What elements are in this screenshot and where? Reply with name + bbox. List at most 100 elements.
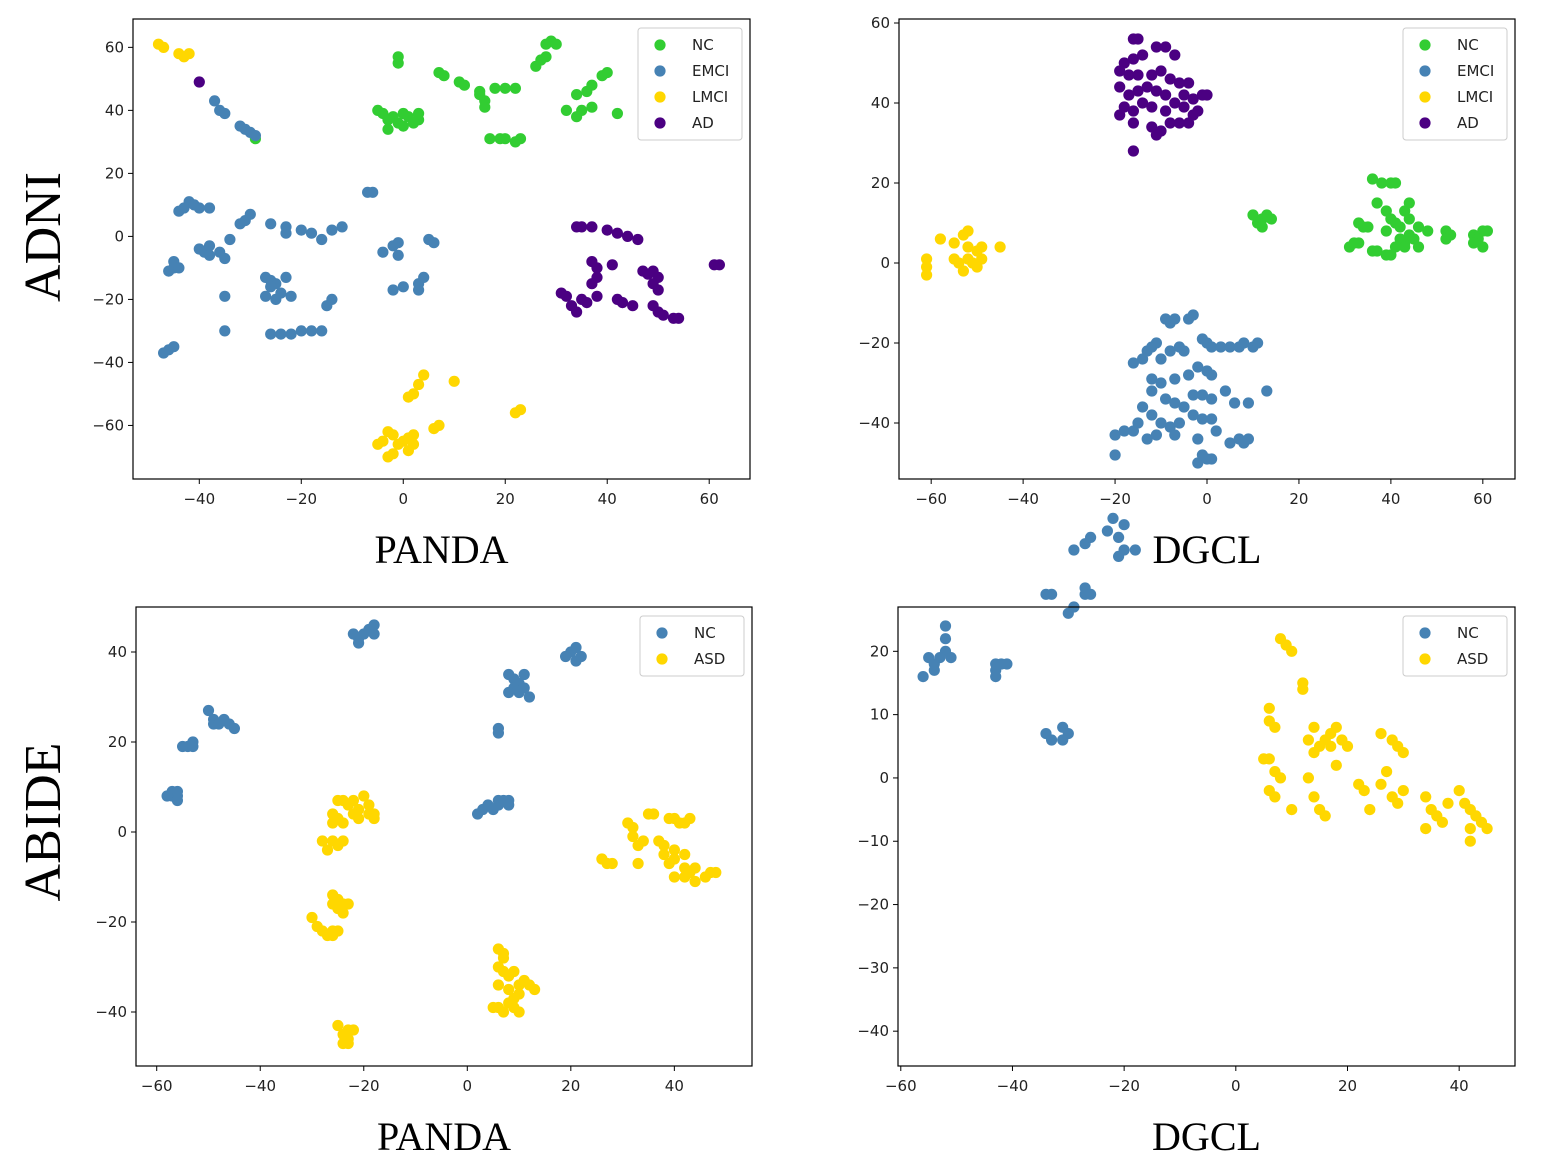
point-nc xyxy=(484,133,496,145)
legend-label-nc: NC xyxy=(1457,624,1479,642)
point-ad xyxy=(193,76,205,88)
point-nc xyxy=(514,133,527,145)
point-emci xyxy=(219,290,231,302)
point-ad xyxy=(1127,145,1139,157)
method-label: PANDA xyxy=(377,1114,511,1159)
point-emci xyxy=(326,224,338,236)
y-tick-label: −20 xyxy=(857,896,889,914)
y-tick-label: 0 xyxy=(117,823,127,841)
point-ad xyxy=(652,284,664,296)
point-emci xyxy=(392,237,404,249)
point-asd xyxy=(347,794,359,807)
x-tick-label: 0 xyxy=(463,1077,473,1095)
point-asd xyxy=(513,1006,525,1018)
point-nc xyxy=(560,104,573,116)
y-tick-label: 20 xyxy=(870,642,889,660)
point-ad xyxy=(1132,33,1144,45)
legend-marker-nc xyxy=(656,627,668,639)
point-ad xyxy=(632,233,644,246)
point-asd xyxy=(316,835,328,847)
point-emci xyxy=(285,328,297,340)
point-ad xyxy=(586,278,598,290)
point-asd xyxy=(1453,785,1465,797)
point-emci xyxy=(1206,369,1218,381)
point-emci xyxy=(1155,377,1167,389)
point-asd xyxy=(332,839,344,852)
point-emci xyxy=(219,252,231,265)
legend-marker-emci xyxy=(654,65,666,77)
point-asd xyxy=(1263,753,1275,765)
point-nc xyxy=(1371,197,1383,209)
point-nc xyxy=(1399,241,1411,253)
point-emci xyxy=(1132,417,1144,429)
row-label-abide: ABIDE xyxy=(15,743,72,902)
point-asd xyxy=(1358,785,1370,797)
point-ad xyxy=(1155,65,1167,77)
x-tick-label: 60 xyxy=(700,490,719,508)
point-nc xyxy=(518,682,530,694)
point-lmci xyxy=(382,451,394,463)
point-nc xyxy=(479,101,491,113)
point-nc xyxy=(499,133,511,145)
y-tick-label: 20 xyxy=(108,733,127,751)
point-emci xyxy=(1192,433,1204,445)
legend: NC EMCI LMCI AD xyxy=(637,27,743,141)
point-emci xyxy=(280,271,292,283)
point-nc xyxy=(1376,177,1388,189)
point-emci xyxy=(1160,393,1172,405)
point-nc xyxy=(611,107,624,120)
point-emci xyxy=(418,271,430,283)
point-ad xyxy=(1160,105,1172,117)
point-emci xyxy=(305,227,318,239)
point-ad xyxy=(581,297,593,309)
point-nc xyxy=(397,120,409,132)
point-lmci xyxy=(962,225,974,237)
point-emci xyxy=(173,262,185,274)
point-lmci xyxy=(372,438,384,450)
point-ad xyxy=(1123,69,1135,81)
point-ad xyxy=(1146,69,1158,81)
point-nc xyxy=(171,794,183,807)
point-ad xyxy=(1150,41,1162,53)
method-label: DGCL xyxy=(1152,1114,1261,1159)
point-emci xyxy=(316,233,328,246)
point-nc xyxy=(1085,531,1097,544)
point-nc xyxy=(228,722,240,735)
point-nc xyxy=(353,637,365,649)
point-emci xyxy=(1187,389,1199,401)
point-asd xyxy=(1375,778,1387,790)
point-asd xyxy=(337,817,349,829)
legend-marker-emci xyxy=(1419,65,1431,77)
point-asd xyxy=(342,898,354,910)
point-ad xyxy=(627,300,639,312)
point-emci xyxy=(219,107,231,120)
point-emci xyxy=(1229,397,1241,409)
y-tick-label: 0 xyxy=(114,227,124,245)
legend-label-emci: EMCI xyxy=(1457,62,1494,80)
y-tick-label: 0 xyxy=(879,769,889,787)
point-emci xyxy=(203,202,216,214)
point-lmci xyxy=(407,429,420,441)
x-tick-label: 40 xyxy=(1450,1077,1469,1095)
point-lmci xyxy=(387,429,399,441)
legend-marker-asd xyxy=(1419,653,1431,665)
point-nc xyxy=(1412,241,1425,253)
point-nc xyxy=(1371,245,1383,257)
point-ad xyxy=(606,259,618,271)
x-tick-label: −20 xyxy=(1108,1077,1140,1095)
point-asd xyxy=(606,857,618,870)
point-emci xyxy=(1206,453,1218,465)
axes-frame xyxy=(897,606,1516,1067)
point-asd xyxy=(337,907,349,919)
point-emci xyxy=(1219,385,1231,397)
point-emci xyxy=(1146,373,1158,385)
point-emci xyxy=(1224,437,1236,449)
point-asd xyxy=(1364,804,1376,816)
point-nc xyxy=(990,671,1002,683)
point-ad xyxy=(616,297,629,309)
x-tick-label: −40 xyxy=(997,1077,1029,1095)
point-asd xyxy=(508,965,520,978)
point-asd xyxy=(1286,645,1298,657)
y-tick-label: 20 xyxy=(105,164,124,182)
point-ad xyxy=(576,221,588,233)
